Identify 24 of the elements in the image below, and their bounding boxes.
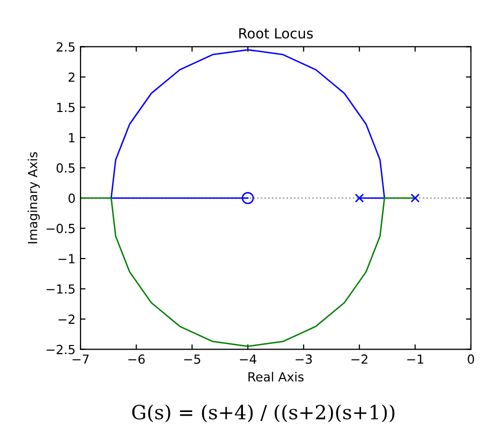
y-tick-label: 2.5: [56, 42, 75, 52]
y-axis-title: Imaginary Axis: [28, 152, 40, 244]
x-tick-label: −5: [184, 354, 200, 364]
y-tick-label: 1: [69, 133, 75, 142]
text: G(s) = (s+4) / ((s+2)(s+1)): [132, 404, 394, 422]
y-tick-label: 2: [68, 72, 74, 82]
x-tick-label: −3: [296, 354, 312, 364]
x-tick-label: −2: [351, 354, 368, 364]
y-tick-label: −0.5: [46, 224, 75, 234]
y-tick-label: −2: [58, 314, 74, 324]
y-tick-label: 0: [68, 193, 75, 203]
y-tick-label: −1: [58, 254, 75, 264]
y-tick-label: −2.5: [46, 344, 75, 354]
x-axis-title: Real Axis: [248, 372, 304, 382]
y-tick-label: −1.5: [46, 284, 75, 294]
x-tick-label: −7: [72, 354, 89, 364]
y-tick-label: 0.5: [56, 163, 75, 173]
chart-title: Root Locus: [239, 28, 313, 39]
x-tick-label: 0: [468, 354, 474, 364]
y-tick-label: 1.5: [57, 102, 75, 112]
line-series: [80, 197, 416, 347]
x-tick-label: −1: [407, 354, 424, 364]
x-tick-label: −4: [240, 354, 256, 364]
x-tick-label: −6: [128, 354, 145, 364]
